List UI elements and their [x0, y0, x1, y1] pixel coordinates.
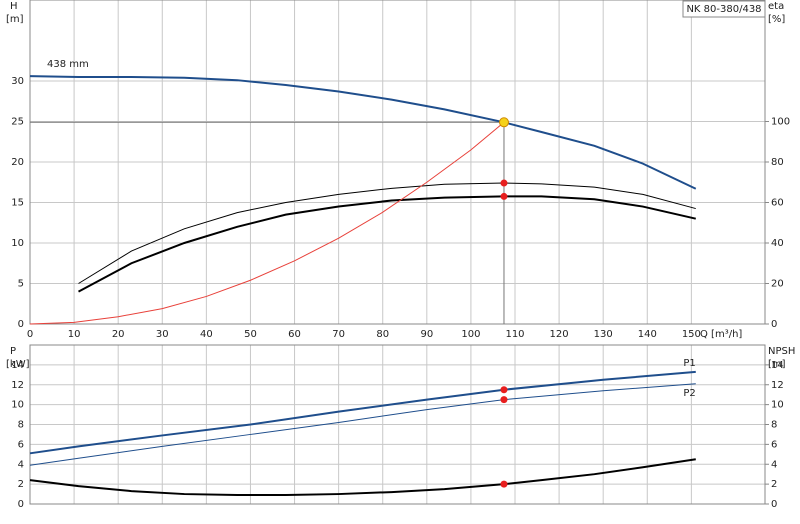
plot-frame [29, 0, 766, 325]
y2-axis-label: NPSH [768, 346, 795, 357]
y-tick-label: 10 [11, 238, 24, 249]
y-tick-label: 14 [11, 360, 24, 371]
y-tick-label: 5 [18, 279, 24, 290]
y2-tick-label: 80 [771, 157, 784, 168]
x-tick-label: 70 [332, 329, 345, 340]
y2-axis-unit: [%] [768, 14, 785, 25]
x-tick-label: 140 [638, 329, 657, 340]
title-box [682, 0, 766, 18]
x-tick-label: 110 [505, 329, 524, 340]
y-tick-label: 10 [11, 400, 24, 411]
duty-dot [500, 480, 508, 488]
x-tick-label: 50 [244, 329, 257, 340]
y2-tick-label: 10 [771, 400, 784, 411]
curve [78, 182, 696, 284]
y2-axis-label: eta [768, 1, 784, 12]
y2-tick-label: 14 [771, 360, 784, 371]
x-tick-label: 80 [376, 329, 389, 340]
y-tick-label: 25 [11, 117, 24, 128]
y-tick-label: 2 [18, 479, 24, 490]
y-axis-unit: [kW] [6, 359, 30, 370]
y-tick-label: 4 [18, 459, 24, 470]
duty-dot [500, 396, 508, 404]
y2-tick-label: 20 [771, 279, 784, 290]
y2-tick-label: 0 [771, 499, 777, 510]
x-tick-label: 30 [156, 329, 169, 340]
x-tick-label: 60 [288, 329, 301, 340]
x-tick-label: 40 [200, 329, 213, 340]
x-tick-label: 10 [68, 329, 81, 340]
y2-tick-label: 6 [771, 439, 777, 450]
curve-label: 438 mm [47, 59, 89, 70]
curve-label: P1 [683, 358, 695, 369]
y2-tick-label: 4 [771, 459, 777, 470]
y2-tick-label: 0 [771, 319, 777, 330]
y-tick-label: 20 [11, 157, 24, 168]
curve-label: P2 [683, 388, 695, 399]
x-tick-label: 120 [550, 329, 569, 340]
curve [29, 121, 505, 325]
y2-axis-unit: [m] [768, 359, 786, 370]
x-tick-label: 20 [112, 329, 125, 340]
curve [29, 370, 696, 455]
x-axis-label: Q [m³/h] [700, 329, 742, 340]
x-tick-label: 90 [420, 329, 433, 340]
y-tick-label: 8 [18, 420, 24, 431]
y2-tick-label: 40 [771, 238, 784, 249]
curve [78, 195, 697, 293]
y-axis-label: P [10, 346, 16, 357]
duty-dot [500, 386, 508, 394]
y-tick-label: 6 [18, 439, 24, 450]
x-tick-label: 150 [682, 329, 701, 340]
curve [29, 383, 696, 466]
duty-dot [500, 192, 508, 200]
y-tick-label: 30 [11, 76, 24, 87]
y2-tick-label: 2 [771, 479, 777, 490]
y-axis-label: H [10, 1, 18, 12]
duty-dot [500, 179, 508, 187]
y-tick-label: 15 [11, 198, 24, 209]
y-tick-label: 0 [18, 499, 24, 510]
y2-tick-label: 60 [771, 198, 784, 209]
x-tick-label: 0 [27, 329, 33, 340]
y-tick-label: 12 [11, 380, 24, 391]
y-axis-unit: [m] [6, 14, 24, 25]
x-tick-label: 130 [594, 329, 613, 340]
y2-tick-label: 12 [771, 380, 784, 391]
curve [29, 458, 696, 497]
curve [29, 75, 697, 190]
y2-tick-label: 100 [771, 117, 790, 128]
chart-title: NK 80-380/438 [686, 4, 761, 15]
plot-frame [29, 344, 766, 505]
y-tick-label: 0 [18, 319, 24, 330]
duty-point [498, 117, 509, 128]
y2-tick-label: 8 [771, 420, 777, 431]
x-tick-label: 100 [461, 329, 480, 340]
